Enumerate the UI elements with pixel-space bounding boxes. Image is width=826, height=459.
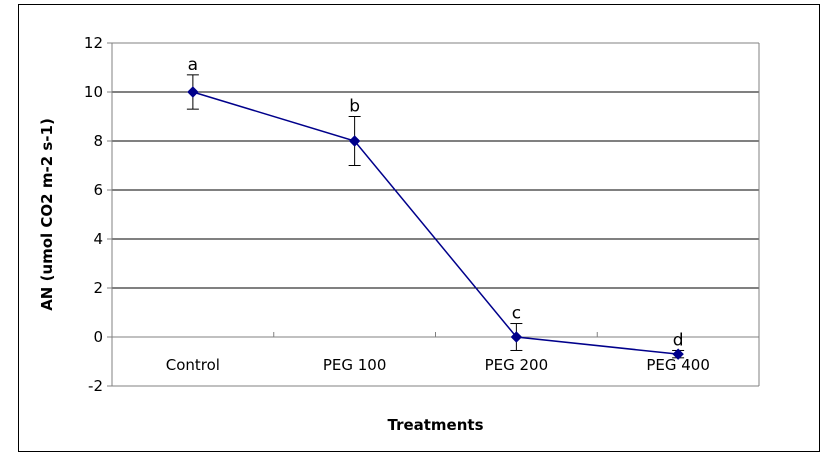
series-line [192,91,679,355]
y-tick-label: 8 [93,132,103,150]
x-axis-title: Treatments [387,416,483,434]
data-point [187,86,199,98]
y-tick-label: 10 [84,83,103,101]
y-axis-title: AN (umol CO2 m-2 s-1) [38,118,56,311]
data-point [672,348,684,360]
y-tick-label: 2 [93,279,103,297]
point-label: b [349,97,360,117]
y-tick-label: 6 [93,181,103,199]
y-tick-label: -2 [88,377,103,395]
x-tick-label: PEG 100 [323,356,387,374]
x-tick-label: Control [166,356,220,374]
point-label: d [673,330,684,350]
labels: -2 0 2 4 6 8 10 12 Control PEG 100 PEG 200 PEG 400 a… [84,34,710,395]
y-tick-label: 12 [84,34,103,52]
x-tick-label: PEG 400 [646,356,710,374]
series-line-group [192,91,679,355]
x-tick-label: PEG 200 [485,356,549,374]
y-tick-label: 4 [93,230,103,248]
data-point [510,331,523,343]
error-bars [186,74,685,359]
axes [107,42,760,387]
point-label: c [512,304,521,324]
data-point [348,135,361,147]
chart-frame: -2 0 2 4 6 8 10 12 Control PEG 100 PEG 200 PEG 400 a… [18,4,820,452]
y-tick-label: 0 [93,328,103,346]
point-label: a [188,55,198,75]
data-points [187,86,684,360]
gridlines [112,42,759,289]
line-chart: -2 0 2 4 6 8 10 12 Control PEG 100 PEG 200 PEG 400 a… [38,34,760,434]
